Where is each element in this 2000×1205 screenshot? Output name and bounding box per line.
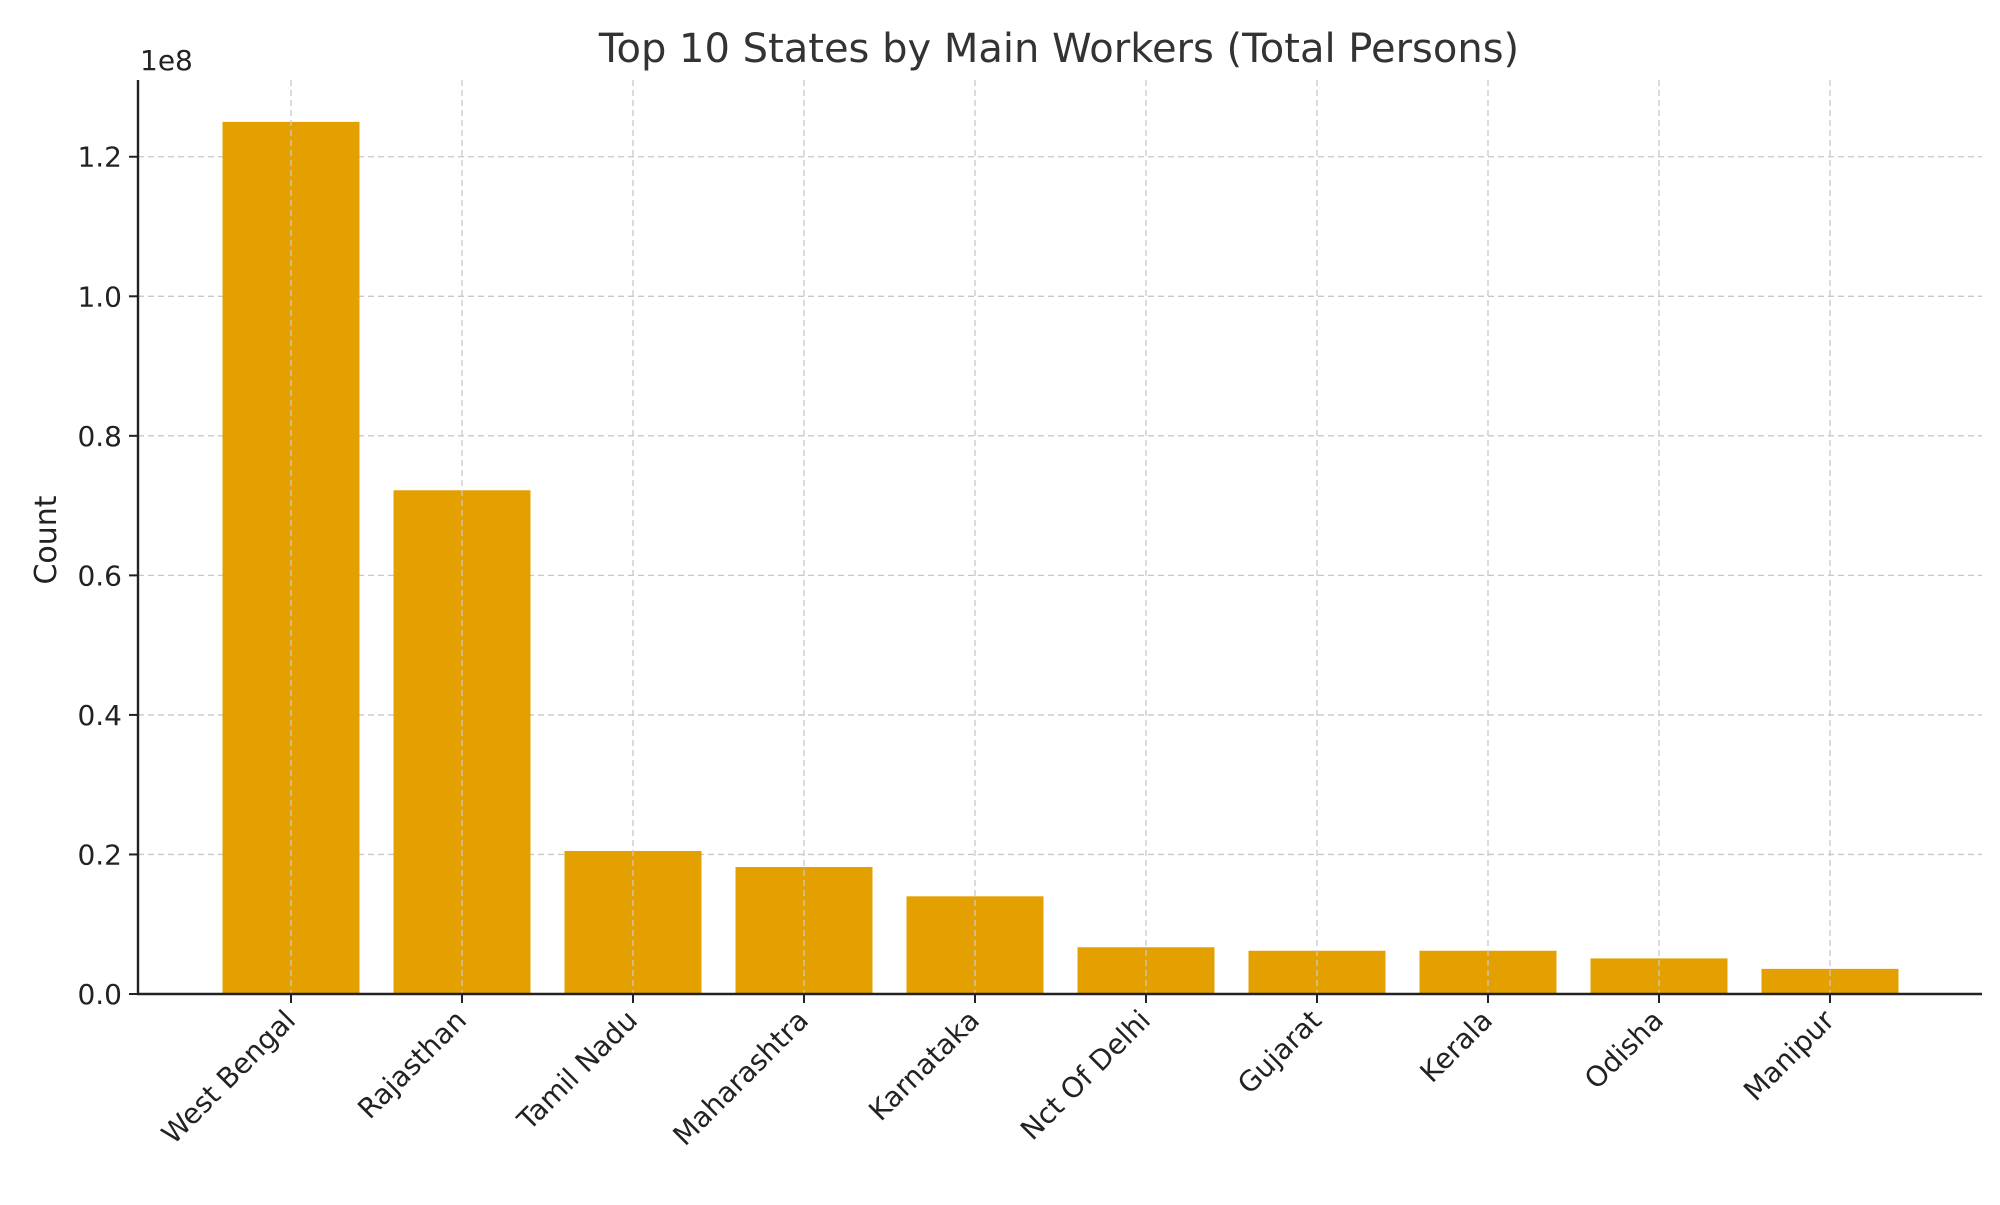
x-tick-label: Maharashtra <box>667 1004 815 1152</box>
y-tick-layer: 0.0 0.2 0.4 0.6 0.8 1.0 1.2 <box>77 141 138 1011</box>
x-tick-label: Karnataka <box>862 1004 986 1128</box>
x-tick-layer: West Bengal Rajasthan Tamil Nadu Maharashtr… <box>155 994 1841 1152</box>
x-tick-label: Manipur <box>1737 1003 1841 1107</box>
x-tick-label: Rajasthan <box>351 1004 473 1126</box>
y-offset-label: 1e8 <box>140 44 193 77</box>
bar <box>222 121 360 994</box>
bar-layer <box>222 121 1899 994</box>
y-tick-label: 0.2 <box>77 838 122 871</box>
axis-layer <box>136 80 1982 996</box>
x-tick-label: Nct Of Delhi <box>1014 1004 1157 1147</box>
grid-layer <box>138 156 1982 856</box>
x-tick-label: Tamil Nadu <box>510 1004 644 1138</box>
x-grid-layer <box>290 80 1831 994</box>
y-axis-label: Count <box>29 495 64 584</box>
x-tick-label: Kerala <box>1414 1004 1499 1089</box>
y-tick-label: 0.4 <box>77 699 122 732</box>
x-tick-label: Gujarat <box>1231 1004 1328 1101</box>
y-tick-label: 0.6 <box>77 559 122 592</box>
y-tick-label: 1.0 <box>77 280 122 313</box>
y-tick-label: 0.0 <box>77 978 122 1011</box>
y-tick-label: 1.2 <box>77 141 122 174</box>
x-tick-label: West Bengal <box>155 1004 302 1151</box>
chart-title: Top 10 States by Main Workers (Total Per… <box>598 26 1519 72</box>
y-tick-label: 0.8 <box>77 420 122 453</box>
x-tick-label: Odisha <box>1578 1004 1670 1096</box>
